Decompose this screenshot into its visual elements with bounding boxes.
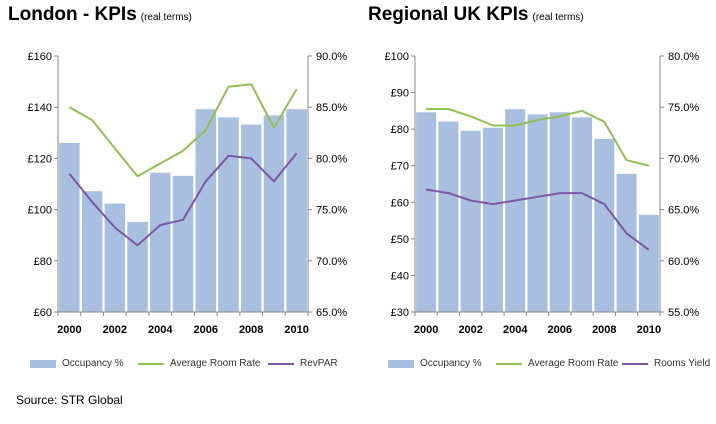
right-tick-label: 60.0% [668,256,699,268]
legend-swatch-bar [388,359,414,368]
occupancy-bar-2004 [150,172,171,312]
left-tick-label: £80 [34,256,52,268]
chart-title-main: London - KPIs [8,4,137,25]
x-tick-label: 2008 [592,324,616,336]
left-tick-label: £60 [34,307,52,319]
occupancy-bar-2004 [505,109,526,312]
right-tick-label: 55.0% [668,307,699,319]
legend-label-occupancy: Occupancy % [62,358,124,369]
chart-legend: Occupancy % Average Room Rate Rooms Yiel… [358,358,716,374]
right-tick-label: 70.0% [316,256,347,268]
x-tick-label: 2010 [284,324,308,336]
occupancy-bar-2010 [638,214,659,312]
london-plot-area: £60 £80 £100 £120 £140 £160 65.0% 70.0% 75.0% 80.… [28,51,348,336]
revpar-line [68,152,298,247]
legend-item-occupancy: Occupancy % [30,358,124,369]
left-tick-label: £40 [391,270,409,282]
occupancy-bar-2002 [460,130,481,312]
x-tick-label: 2008 [239,324,263,336]
left-tick-label: £140 [28,102,52,114]
occupancy-bar-2006 [549,112,570,312]
right-tick-label: 85.0% [316,102,347,114]
occupancy-bar-2010 [286,109,307,312]
x-tick-label: 2010 [637,324,661,336]
left-tick-label: £100 [28,205,52,217]
right-tick-label: 75.0% [668,102,699,114]
legend-item-revpar: RevPAR [268,358,338,369]
london-kpis-chart: London - KPIs (real terms) £60 £80 £100 £120… [0,0,358,395]
left-tick-label: £70 [391,161,409,173]
chart-subtitle: (real terms) [532,12,584,23]
source-note: Source: STR Global [16,393,123,407]
legend-item-average-room-rate: Average Room Rate [138,358,260,369]
x-tick-label: 2002 [103,324,127,336]
x-tick-label: 2006 [548,324,572,336]
chart-title: London - KPIs (real terms) [8,4,192,26]
occupancy-bar-2001 [81,191,103,312]
legend-label-occupancy: Occupancy % [420,358,482,369]
right-tick-label: 65.0% [668,205,699,217]
left-tick-label: £60 [391,197,409,209]
occupancy-bar-2000 [59,143,80,312]
legend-label-rooms-yield: Rooms Yield [654,358,711,369]
legend-swatch-line [268,362,294,365]
legend-swatch-line [138,362,164,365]
x-tick-label: 2004 [148,324,173,336]
right-tick-label: 70.0% [668,153,699,165]
x-tick-label: 2006 [193,324,217,336]
chart-legend: Occupancy % Average Room Rate RevPAR [0,358,358,374]
right-tick-label: 90.0% [316,51,347,63]
average-room-rate-line [426,108,650,167]
occupancy-bar-2007 [218,117,239,313]
legend-item-average-room-rate: Average Room Rate [496,358,618,369]
occupancy-bar-2005 [527,114,548,313]
left-tick-label: £30 [391,307,409,319]
chart-title: Regional UK KPIs (real terms) [368,4,584,26]
right-tick-label: 80.0% [668,51,699,63]
occupancy-bar-2007 [572,117,592,313]
right-tick-label: 80.0% [316,153,347,165]
x-tick-label: 2004 [503,324,528,336]
x-tick-label: 2000 [57,324,81,336]
legend-label-revpar: RevPAR [300,358,338,369]
left-tick-label: £100 [385,51,409,63]
occupancy-bar-2006 [195,109,216,312]
left-tick-label: £50 [391,234,409,246]
regional-uk-kpis-chart: Regional UK KPIs (real terms) £30 £40 £50 £6… [358,0,716,395]
legend-label-average-room-rate: Average Room Rate [170,358,261,369]
occupancy-bar-2005 [172,175,194,312]
occupancy-bar-2008 [594,138,615,312]
legend-swatch-bar [30,359,56,368]
legend-swatch-line [496,362,522,365]
legend-item-rooms-yield: Rooms Yield [622,358,710,369]
left-tick-label: £80 [391,124,409,136]
occupancy-bar-2008 [241,124,262,312]
occupancy-bar-2001 [438,121,459,312]
legend-label-average-room-rate: Average Room Rate [528,358,619,369]
right-tick-label: 65.0% [316,307,347,319]
legend-item-occupancy: Occupancy % [388,358,482,369]
chart-title-main: Regional UK KPIs [368,4,529,25]
rooms-yield-line [425,188,650,251]
occupancy-bar-2003 [482,127,503,312]
legend-swatch-line [622,362,648,365]
right-tick-label: 75.0% [316,205,347,217]
regional-plot-area: £30 £40 £50 £60 £70 £80 £90 £100 55.0% 60.0% 65.0%… [385,51,700,336]
occupancy-bar-2003 [127,221,148,312]
x-tick-label: 2002 [458,324,482,336]
left-tick-label: £90 [391,88,409,100]
left-tick-label: £120 [28,153,52,165]
occupancy-bar-2000 [416,112,437,312]
occupancy-bar-2009 [616,173,637,312]
left-tick-label: £160 [28,51,52,63]
occupancy-bar-2009 [263,115,285,313]
x-tick-label: 2000 [414,324,438,336]
average-room-rate-line [68,83,298,178]
chart-subtitle: (real terms) [140,12,192,23]
